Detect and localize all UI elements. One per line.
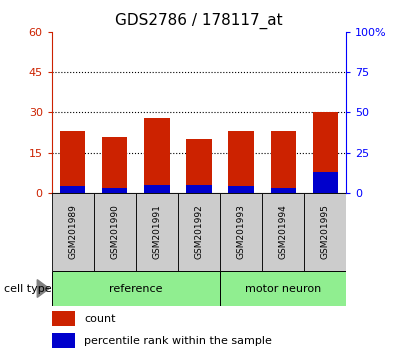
Bar	[220, 271, 346, 306]
Bar	[186, 185, 212, 193]
Bar	[52, 193, 94, 271]
Text: GSM201994: GSM201994	[279, 205, 288, 259]
Text: cell type: cell type	[4, 284, 52, 293]
Text: GSM201991: GSM201991	[152, 204, 162, 259]
Bar	[94, 193, 136, 271]
Bar	[60, 131, 86, 193]
Bar	[312, 113, 338, 193]
Bar	[312, 172, 338, 193]
Text: GSM201995: GSM201995	[321, 204, 330, 259]
Title: GDS2786 / 178117_at: GDS2786 / 178117_at	[115, 13, 283, 29]
Bar	[262, 193, 304, 271]
Bar	[102, 137, 127, 193]
Bar	[228, 187, 254, 193]
Bar	[271, 188, 296, 193]
Text: percentile rank within the sample: percentile rank within the sample	[84, 336, 272, 346]
Text: GSM201993: GSM201993	[236, 204, 246, 259]
Text: reference: reference	[109, 284, 163, 293]
Bar	[228, 131, 254, 193]
Bar	[136, 193, 178, 271]
Bar	[144, 118, 170, 193]
Text: motor neuron: motor neuron	[245, 284, 321, 293]
Text: GSM201990: GSM201990	[110, 204, 119, 259]
Bar	[304, 193, 346, 271]
Bar	[144, 185, 170, 193]
Bar	[186, 139, 212, 193]
Bar	[52, 311, 75, 326]
Bar	[220, 193, 262, 271]
Text: count: count	[84, 314, 116, 324]
Bar	[271, 131, 296, 193]
Text: GSM201989: GSM201989	[68, 204, 77, 259]
Bar	[52, 271, 220, 306]
Text: GSM201992: GSM201992	[195, 205, 203, 259]
Polygon shape	[37, 280, 49, 297]
Bar	[52, 333, 75, 348]
Bar	[60, 187, 86, 193]
Bar	[102, 188, 127, 193]
Bar	[178, 193, 220, 271]
